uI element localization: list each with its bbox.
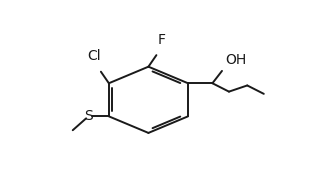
Text: Cl: Cl — [87, 49, 101, 63]
Text: OH: OH — [225, 53, 246, 67]
Text: F: F — [157, 33, 165, 47]
Text: S: S — [84, 109, 93, 123]
